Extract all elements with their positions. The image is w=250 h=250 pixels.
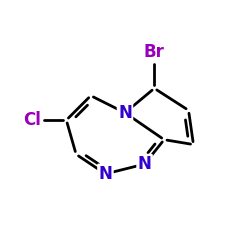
- Text: Cl: Cl: [23, 111, 41, 129]
- Text: N: N: [138, 155, 151, 173]
- Text: N: N: [118, 104, 132, 122]
- Text: Br: Br: [144, 43, 165, 61]
- Text: N: N: [98, 165, 112, 183]
